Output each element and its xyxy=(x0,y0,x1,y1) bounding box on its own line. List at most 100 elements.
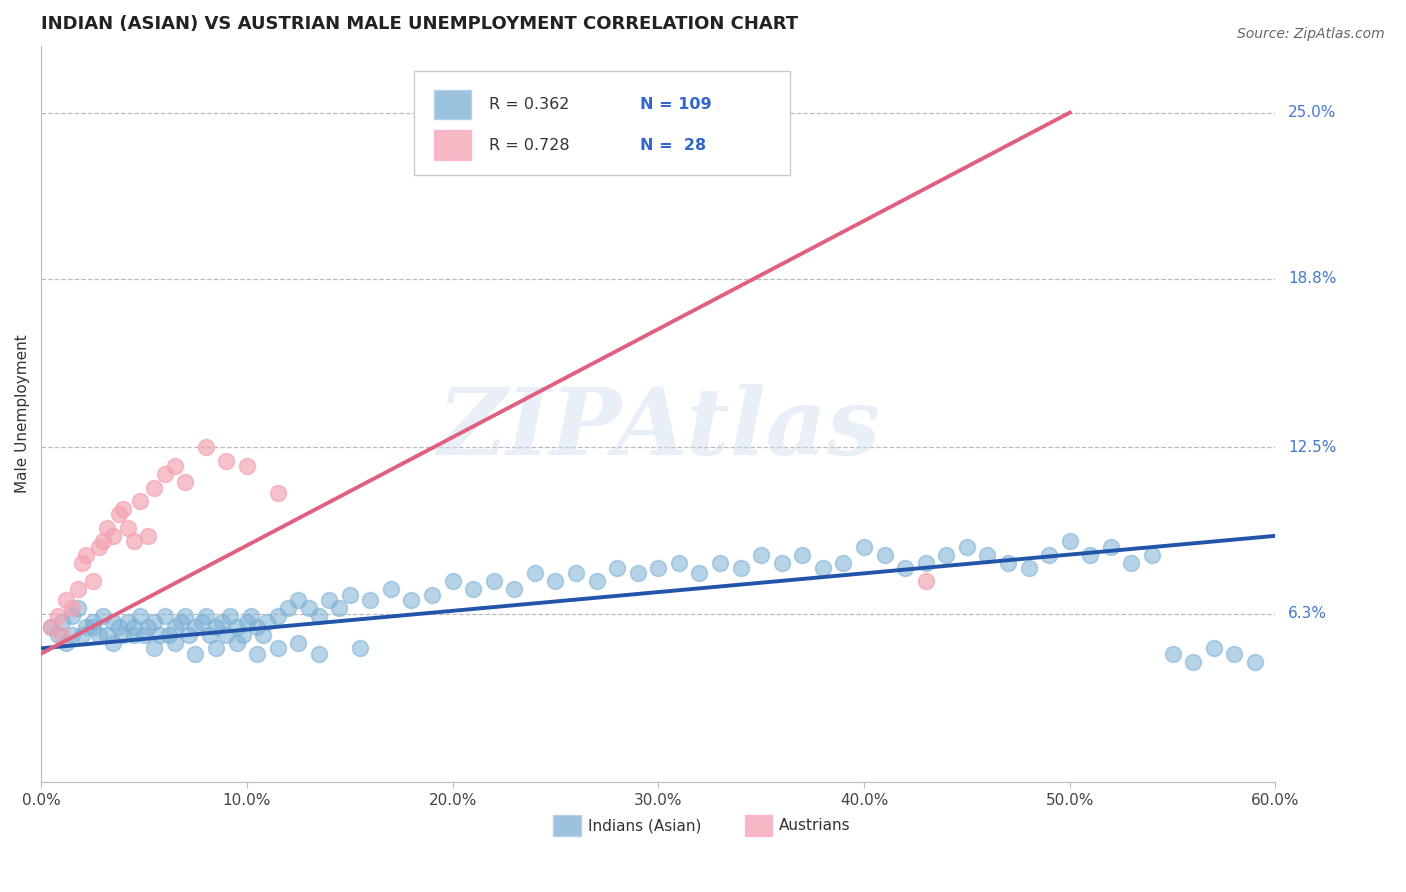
Point xyxy=(82,620,104,634)
Point xyxy=(128,494,150,508)
Point xyxy=(606,561,628,575)
Point xyxy=(108,508,131,522)
Point xyxy=(211,615,233,629)
Point xyxy=(55,593,77,607)
Point xyxy=(252,628,274,642)
Point xyxy=(277,601,299,615)
Point xyxy=(174,609,197,624)
Point xyxy=(60,609,83,624)
Point xyxy=(51,628,73,642)
Point xyxy=(1099,540,1122,554)
Point xyxy=(184,647,207,661)
Point xyxy=(935,548,957,562)
Point xyxy=(1038,548,1060,562)
Point xyxy=(287,636,309,650)
Point xyxy=(349,641,371,656)
FancyBboxPatch shape xyxy=(433,90,471,120)
Point xyxy=(67,601,90,615)
FancyBboxPatch shape xyxy=(745,815,772,836)
Text: 18.8%: 18.8% xyxy=(1288,271,1336,286)
Point xyxy=(112,502,135,516)
Point xyxy=(157,628,180,642)
Point xyxy=(87,628,110,642)
Point xyxy=(267,609,290,624)
Point xyxy=(668,556,690,570)
Point xyxy=(1202,641,1225,656)
Point xyxy=(184,620,207,634)
Point xyxy=(179,628,201,642)
Point xyxy=(1182,655,1205,669)
Point xyxy=(328,601,350,615)
Point xyxy=(894,561,917,575)
Point xyxy=(143,641,166,656)
Point xyxy=(380,582,402,597)
Point xyxy=(72,628,94,642)
Point xyxy=(122,534,145,549)
Point xyxy=(544,574,567,589)
Text: Source: ZipAtlas.com: Source: ZipAtlas.com xyxy=(1237,27,1385,41)
Point xyxy=(267,486,290,500)
Point xyxy=(1018,561,1040,575)
Point xyxy=(287,593,309,607)
Point xyxy=(401,593,423,607)
Point xyxy=(163,636,186,650)
Text: INDIAN (ASIAN) VS AUSTRIAN MALE UNEMPLOYMENT CORRELATION CHART: INDIAN (ASIAN) VS AUSTRIAN MALE UNEMPLOY… xyxy=(41,15,799,33)
Point xyxy=(117,521,139,535)
Point xyxy=(1244,655,1267,669)
Point xyxy=(205,641,228,656)
Point xyxy=(108,620,131,634)
Point xyxy=(811,561,834,575)
Text: 25.0%: 25.0% xyxy=(1288,105,1336,120)
Point xyxy=(688,566,710,581)
Point xyxy=(128,609,150,624)
Point xyxy=(308,609,330,624)
Point xyxy=(163,620,186,634)
Text: N =  28: N = 28 xyxy=(640,137,706,153)
Point xyxy=(267,641,290,656)
Point xyxy=(170,615,193,629)
Point xyxy=(832,556,855,570)
Point xyxy=(41,620,63,634)
Point xyxy=(101,636,124,650)
Point xyxy=(194,441,217,455)
Point xyxy=(997,556,1019,570)
Point xyxy=(101,529,124,543)
Point xyxy=(75,548,97,562)
Point xyxy=(82,615,104,629)
Point xyxy=(55,636,77,650)
Point xyxy=(60,601,83,615)
Point xyxy=(246,620,269,634)
Point xyxy=(122,620,145,634)
Point xyxy=(225,620,247,634)
Point xyxy=(359,593,381,607)
Point xyxy=(956,540,979,554)
Point xyxy=(308,647,330,661)
Point xyxy=(463,582,485,597)
Point xyxy=(122,628,145,642)
Point xyxy=(51,615,73,629)
Point xyxy=(219,609,242,624)
Text: Indians (Asian): Indians (Asian) xyxy=(588,818,702,833)
Point xyxy=(914,556,936,570)
Point xyxy=(873,548,896,562)
Point xyxy=(256,615,278,629)
Point xyxy=(1059,534,1081,549)
Point xyxy=(198,628,221,642)
Point xyxy=(709,556,731,570)
Point xyxy=(136,529,159,543)
Point xyxy=(792,548,814,562)
Point xyxy=(96,628,118,642)
Point xyxy=(75,620,97,634)
Point xyxy=(749,548,772,562)
Point xyxy=(215,454,238,468)
Point xyxy=(194,609,217,624)
Text: R = 0.362: R = 0.362 xyxy=(489,97,569,112)
Point xyxy=(565,566,588,581)
Point xyxy=(627,566,650,581)
Point xyxy=(91,534,114,549)
Point xyxy=(143,615,166,629)
Text: 6.3%: 6.3% xyxy=(1288,606,1327,621)
Point xyxy=(136,620,159,634)
Point xyxy=(132,628,155,642)
Point xyxy=(96,521,118,535)
